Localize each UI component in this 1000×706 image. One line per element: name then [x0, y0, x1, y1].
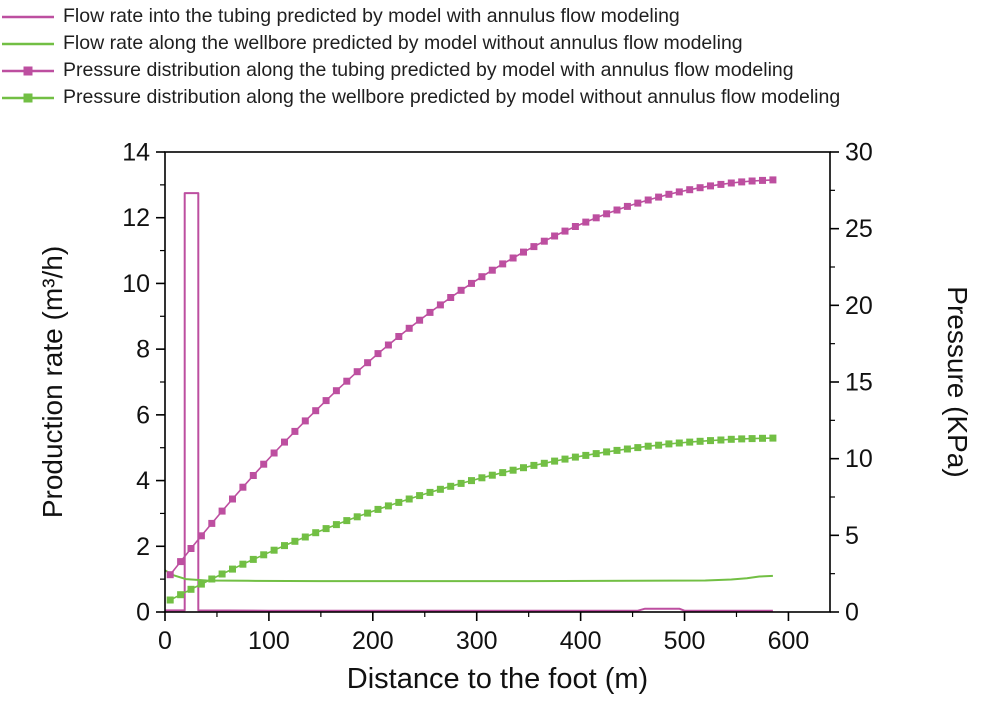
- x-tick-label: 600: [768, 627, 810, 655]
- x-tick-label: 0: [158, 627, 172, 655]
- y-left-tick-label: 2: [136, 533, 150, 561]
- y-left-tick-label: 0: [136, 599, 150, 627]
- x-tick-label: 500: [664, 627, 706, 655]
- legend-line-square-icon: [2, 93, 54, 102]
- legend-item-pressure-tubing: Pressure distribution along the tubing p…: [2, 58, 840, 83]
- x-tick-label: 400: [560, 627, 602, 655]
- y-right-tick-label: 25: [845, 215, 873, 243]
- legend-label: Pressure distribution along the tubing p…: [63, 59, 794, 81]
- x-tick-label: 100: [248, 627, 290, 655]
- y-right-axis-title: Pressure (KPa): [942, 286, 973, 477]
- legend-label: Flow rate along the wellbore predicted b…: [63, 32, 743, 54]
- x-axis-title: Distance to the foot (m): [347, 663, 648, 695]
- legend-label: Pressure distribution along the wellbore…: [63, 86, 841, 108]
- series-pressure-tubing-with-annulus-markers: [166, 176, 777, 579]
- legend-item-flow-wellbore: Flow rate along the wellbore predicted b…: [2, 31, 840, 56]
- series-flow-rate-tubing-with-annulus-line: [165, 192, 773, 612]
- legend-square-marker: [23, 66, 33, 75]
- legend-item-pressure-wellbore: Pressure distribution along the wellbore…: [2, 85, 840, 110]
- legend: Flow rate into the tubing predicted by m…: [2, 4, 840, 110]
- series-pressure-tubing-with-annulus-line: [169, 179, 773, 576]
- y-right-tick-label: 0: [845, 599, 859, 627]
- y-left-tick-label: 4: [136, 467, 150, 495]
- legend-item-flow-tubing: Flow rate into the tubing predicted by m…: [2, 4, 840, 29]
- plot-frame: [164, 151, 831, 613]
- y-right-tick-label: 15: [845, 369, 873, 397]
- y-right-tick-label: 5: [845, 522, 859, 550]
- y-left-tick-label: 12: [122, 204, 150, 232]
- series-flow-rate-wellbore-without-annulus-line: [164, 569, 773, 583]
- y-left-tick-label: 14: [122, 139, 150, 167]
- y-right-tick-label: 20: [845, 292, 873, 320]
- legend-label: Flow rate into the tubing predicted by m…: [63, 5, 680, 27]
- x-tick-label: 300: [456, 627, 498, 655]
- legend-line-square-icon: [2, 66, 54, 75]
- y-left-tick-label: 8: [136, 336, 150, 364]
- y-right-tick-label: 30: [845, 139, 873, 167]
- y-left-tick-label: 10: [122, 270, 150, 298]
- series-pressure-wellbore-without-annulus-markers: [166, 434, 777, 604]
- y-right-tick-label: 10: [845, 445, 873, 473]
- legend-line-icon: [2, 42, 54, 45]
- x-tick-label: 200: [352, 627, 394, 655]
- y-left-axis-title: Production rate (m³/h): [37, 246, 68, 518]
- legend-line-icon: [2, 15, 54, 18]
- legend-square-marker: [23, 93, 33, 102]
- y-left-tick-label: 6: [136, 401, 150, 429]
